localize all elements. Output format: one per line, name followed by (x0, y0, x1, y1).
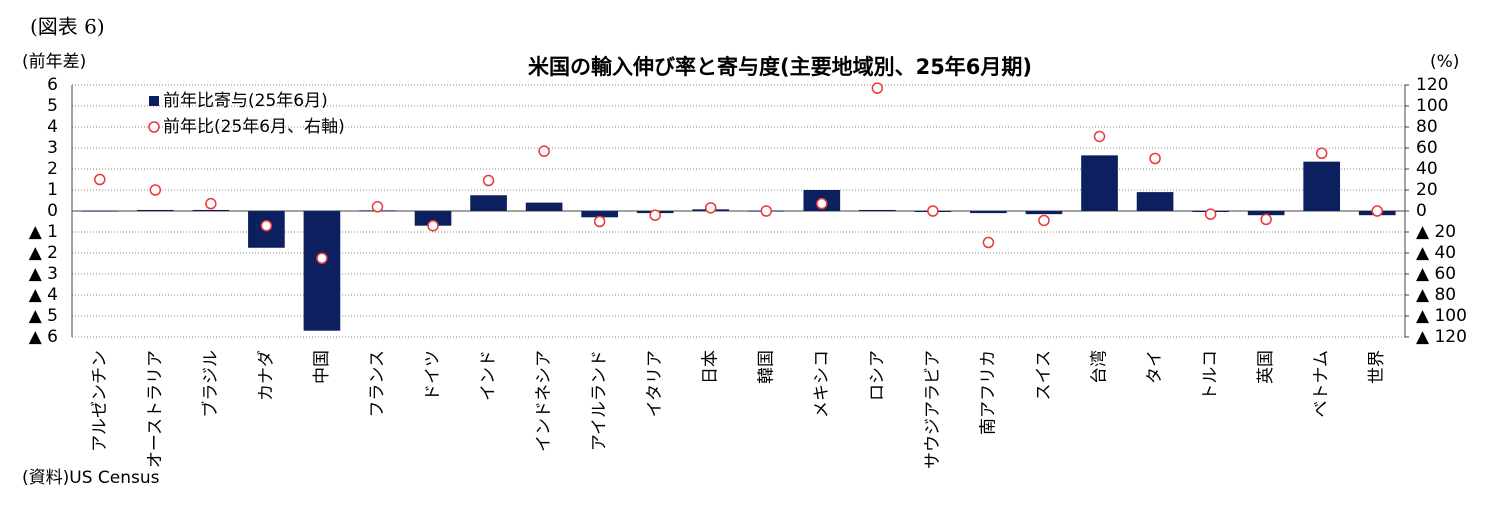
y-tick-label: ▲ 4 (29, 285, 58, 305)
bar (1025, 211, 1063, 215)
x-tick-label: トルコ (1201, 350, 1221, 401)
y2-tick-label: ▲ 60 (1416, 264, 1456, 284)
x-tick-label: 英国 (1256, 350, 1276, 384)
y2-tick-label: ▲ 100 (1416, 306, 1467, 326)
y2-axis-label: (%) (1430, 52, 1459, 72)
bar (81, 210, 119, 212)
marker (1038, 214, 1050, 227)
legend-label: 前年比寄与(25年6月) (163, 91, 328, 111)
marker (1204, 208, 1217, 220)
x-tick-label: ドイツ (423, 350, 443, 401)
marker (205, 197, 217, 210)
x-tick-label: サウジアラビア (923, 350, 943, 469)
x-tick-label: フランス (367, 350, 387, 418)
y-axis-label: (前年差) (22, 52, 86, 72)
x-tick-label: 中国 (312, 350, 332, 384)
x-tick-label: メキシコ (812, 350, 832, 418)
x-tick-label: ベトナム (1312, 350, 1332, 418)
y-tick-label: ▲ 2 (29, 243, 58, 263)
x-tick-label: 韓国 (756, 350, 776, 384)
x-tick-label: オーストラリア (145, 350, 165, 468)
marker (982, 236, 995, 249)
bar (470, 195, 507, 211)
x-tick-label: インドネシア (534, 350, 554, 452)
bar (525, 202, 563, 211)
x-tick-label: 南アフリカ (978, 350, 998, 435)
marker (704, 202, 717, 214)
marker (371, 201, 384, 213)
marker (94, 173, 106, 186)
marker (593, 215, 606, 228)
bar (1303, 161, 1341, 211)
marker (871, 82, 884, 94)
x-tick-label: アルゼンチン (90, 350, 110, 452)
x-tick-label: 世界 (1367, 350, 1387, 384)
chart-title: 米国の輸入伸び率と寄与度(主要地域別、25年6月期) (528, 55, 1032, 79)
x-tick-label: 日本 (701, 350, 721, 384)
y2-tick-label: 60 (1416, 138, 1438, 158)
marker (482, 174, 495, 187)
y2-tick-label: 120 (1416, 75, 1448, 95)
y2-tick-label: 100 (1416, 96, 1448, 116)
legend-label: 前年比(25年6月、右軸) (163, 117, 345, 137)
x-tick-label: ロシア (867, 350, 887, 401)
marker (260, 219, 273, 232)
y-tick-label: ▲ 1 (29, 222, 58, 242)
marker (1315, 147, 1328, 159)
marker (427, 219, 439, 232)
y2-tick-label: 40 (1416, 159, 1438, 179)
x-tick-label: アイルランド (590, 350, 610, 451)
marker (1371, 205, 1383, 217)
marker (1093, 130, 1106, 143)
y2-tick-label: 20 (1416, 180, 1438, 200)
legend-swatch (149, 96, 159, 106)
y-tick-label: 6 (47, 75, 58, 95)
bar (1081, 155, 1118, 211)
legend-swatch (148, 121, 160, 133)
y-tick-label: 2 (47, 159, 58, 179)
marker (316, 252, 328, 264)
marker (927, 205, 939, 217)
marker (149, 184, 162, 196)
marker (1149, 152, 1161, 165)
bar (192, 209, 230, 211)
y-tick-label: 5 (47, 96, 58, 116)
x-tick-label: 台湾 (1090, 350, 1110, 384)
x-tick-label: スイス (1034, 350, 1054, 401)
y2-tick-label: ▲ 120 (1416, 327, 1467, 347)
x-tick-label: ブラジル (200, 350, 221, 418)
y2-tick-label: 80 (1416, 117, 1438, 137)
y-tick-label: 3 (47, 138, 58, 158)
bar (970, 211, 1007, 214)
marker (538, 145, 550, 157)
bar (581, 211, 618, 218)
y-tick-label: 0 (47, 201, 58, 221)
bar (303, 211, 341, 331)
bar (1247, 211, 1285, 216)
marker (1260, 213, 1272, 226)
source-note: (資料)US Census (22, 468, 160, 488)
bar (1136, 192, 1174, 211)
y2-tick-label: ▲ 80 (1416, 285, 1456, 305)
marker (760, 205, 773, 217)
y-tick-label: 4 (47, 117, 58, 137)
bar (859, 209, 896, 211)
x-tick-label: インド (479, 350, 499, 401)
figure-label: (図表 6) (30, 15, 105, 39)
y2-tick-label: ▲ 40 (1416, 243, 1456, 263)
x-tick-label: カナダ (256, 350, 276, 401)
bar (414, 211, 452, 226)
marker (649, 209, 661, 221)
y-tick-label: ▲ 6 (29, 327, 58, 347)
x-tick-label: イタリア (645, 350, 665, 417)
y2-tick-label: ▲ 20 (1416, 222, 1456, 242)
marker (816, 197, 828, 210)
x-tick-label: タイ (1145, 350, 1165, 384)
bar (136, 209, 174, 211)
y-tick-label: 1 (47, 180, 58, 200)
y-tick-label: ▲ 3 (29, 264, 58, 284)
y2-tick-label: 0 (1416, 201, 1427, 221)
y-tick-label: ▲ 5 (29, 306, 58, 326)
